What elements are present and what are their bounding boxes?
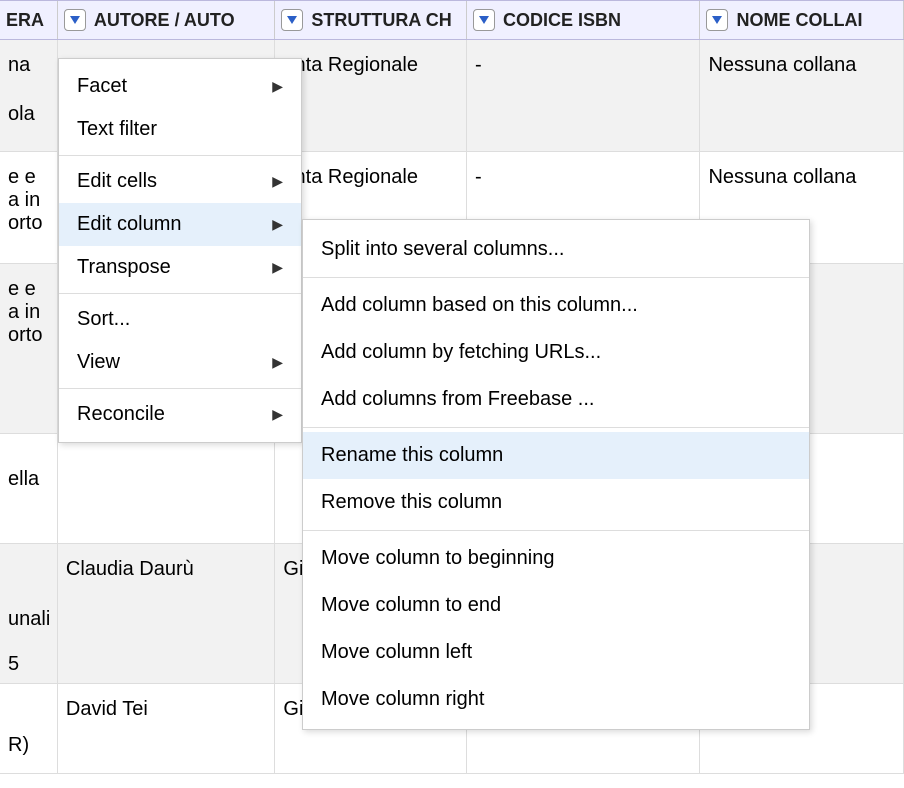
column-label: STRUTTURA CH — [311, 10, 451, 31]
menu-item-move-beginning[interactable]: Move column to beginning — [303, 535, 809, 582]
cell: e e a in orto — [0, 152, 58, 263]
chevron-right-icon: ▶ — [272, 354, 283, 371]
chevron-right-icon: ▶ — [272, 173, 283, 190]
menu-item-add-column-based[interactable]: Add column based on this column... — [303, 282, 809, 329]
menu-separator — [59, 388, 301, 389]
menu-label: Move column to beginning — [321, 547, 554, 570]
chevron-right-icon: ▶ — [272, 78, 283, 95]
menu-item-rename-column[interactable]: Rename this column — [303, 432, 809, 479]
column-menu-button[interactable] — [706, 9, 728, 31]
column-label: AUTORE / AUTO — [94, 10, 235, 31]
menu-label: Add column based on this column... — [321, 294, 638, 317]
menu-label: Remove this column — [321, 491, 502, 514]
menu-item-add-column-fetch[interactable]: Add column by fetching URLs... — [303, 329, 809, 376]
menu-item-edit-column[interactable]: Edit column ▶ — [59, 203, 301, 246]
cell — [58, 434, 276, 543]
menu-item-sort[interactable]: Sort... — [59, 298, 301, 341]
chevron-right-icon: ▶ — [272, 259, 283, 276]
menu-label: Text filter — [77, 118, 157, 141]
menu-item-move-right[interactable]: Move column right — [303, 676, 809, 723]
menu-item-move-left[interactable]: Move column left — [303, 629, 809, 676]
column-header-era: ERA — [0, 1, 58, 39]
menu-separator — [303, 427, 809, 428]
menu-label: Edit column — [77, 213, 182, 236]
column-header-isbn: CODICE ISBN — [467, 1, 700, 39]
menu-label: Sort... — [77, 308, 130, 331]
menu-label: Reconcile — [77, 403, 165, 426]
menu-item-view[interactable]: View ▶ — [59, 341, 301, 384]
menu-separator — [59, 293, 301, 294]
chevron-down-icon — [479, 16, 489, 24]
menu-label: Add columns from Freebase ... — [321, 388, 594, 411]
edit-column-submenu: Split into several columns... Add column… — [302, 219, 810, 730]
menu-label: Move column to end — [321, 594, 501, 617]
menu-item-move-end[interactable]: Move column to end — [303, 582, 809, 629]
menu-item-transpose[interactable]: Transpose ▶ — [59, 246, 301, 289]
column-context-menu: Facet ▶ Text filter Edit cells ▶ Edit co… — [58, 58, 302, 443]
cell: unali 5 — [0, 544, 58, 683]
menu-label: View — [77, 351, 120, 374]
menu-label: Rename this column — [321, 444, 503, 467]
column-menu-button[interactable] — [281, 9, 303, 31]
column-label: ERA — [6, 10, 44, 31]
cell: e e a in orto — [0, 264, 58, 433]
cell: Claudia Daurù — [58, 544, 276, 683]
menu-label: Add column by fetching URLs... — [321, 341, 601, 364]
cell: R) — [0, 684, 58, 773]
menu-item-reconcile[interactable]: Reconcile ▶ — [59, 393, 301, 436]
menu-label: Edit cells — [77, 170, 157, 193]
menu-label: Move column right — [321, 688, 484, 711]
column-menu-button[interactable] — [64, 9, 86, 31]
column-menu-button[interactable] — [473, 9, 495, 31]
cell: ella — [0, 434, 58, 543]
cell: na ola — [0, 40, 58, 151]
menu-item-edit-cells[interactable]: Edit cells ▶ — [59, 160, 301, 203]
column-label: NOME COLLAI — [736, 10, 862, 31]
menu-separator — [59, 155, 301, 156]
chevron-down-icon — [712, 16, 722, 24]
menu-label: Move column left — [321, 641, 472, 664]
menu-separator — [303, 530, 809, 531]
menu-item-remove-column[interactable]: Remove this column — [303, 479, 809, 526]
menu-item-facet[interactable]: Facet ▶ — [59, 65, 301, 108]
cell: David Tei — [58, 684, 276, 773]
column-header-collana: NOME COLLAI — [700, 1, 904, 39]
column-header-struttura: STRUTTURA CH — [275, 1, 467, 39]
menu-item-split-columns[interactable]: Split into several columns... — [303, 226, 809, 273]
menu-item-add-column-freebase[interactable]: Add columns from Freebase ... — [303, 376, 809, 423]
chevron-down-icon — [70, 16, 80, 24]
header-row: ERA AUTORE / AUTO STRUTTURA CH CODICE IS… — [0, 0, 904, 40]
column-header-autore: AUTORE / AUTO — [58, 1, 276, 39]
chevron-right-icon: ▶ — [272, 406, 283, 423]
cell: unta Regionale — [275, 40, 467, 151]
cell: - — [467, 40, 700, 151]
menu-separator — [303, 277, 809, 278]
menu-label: Facet — [77, 75, 127, 98]
column-label: CODICE ISBN — [503, 10, 621, 31]
chevron-down-icon — [287, 16, 297, 24]
menu-item-text-filter[interactable]: Text filter — [59, 108, 301, 151]
menu-label: Split into several columns... — [321, 238, 564, 261]
cell: Nessuna collana — [700, 40, 904, 151]
chevron-right-icon: ▶ — [272, 216, 283, 233]
menu-label: Transpose — [77, 256, 171, 279]
